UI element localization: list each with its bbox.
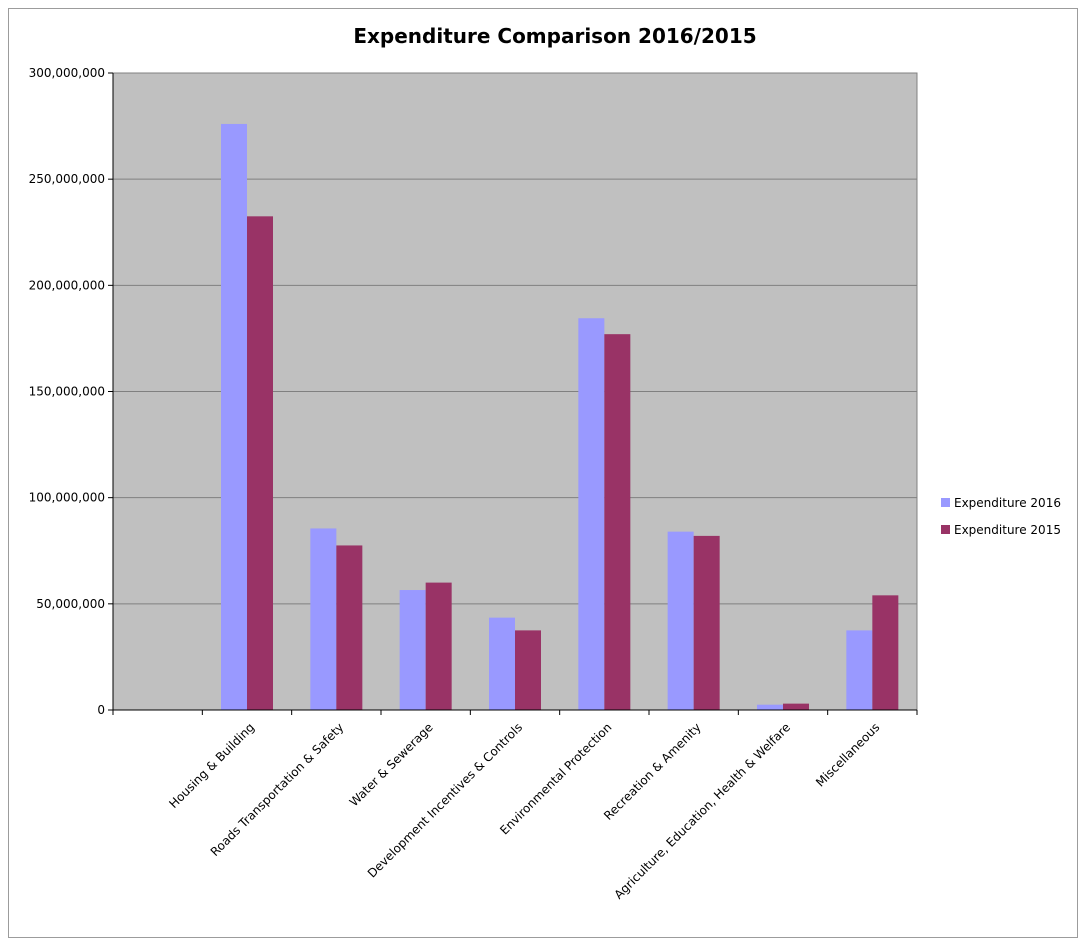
bar-2016 <box>221 123 247 710</box>
x-tick-label: Miscellaneous <box>813 720 882 789</box>
bar-2016 <box>310 528 337 710</box>
bar-2016 <box>489 617 515 710</box>
bar-2015 <box>693 535 720 710</box>
bar-2015 <box>783 703 809 710</box>
x-tick-label: Agriculture, Education, Health & Welfare <box>611 720 793 902</box>
bar-2016 <box>757 704 783 710</box>
bar-2016 <box>667 531 694 710</box>
x-tick-label: Water & Sewerage <box>347 720 436 809</box>
legend-label: Expenditure 2015 <box>954 523 1061 537</box>
x-tick-label: Development Incentives & Controls <box>365 720 525 880</box>
bar-2015 <box>872 595 899 710</box>
y-tick-label: 300,000,000 <box>29 66 105 80</box>
bar-2015 <box>515 630 541 710</box>
y-axis-ticks: 0 50,000,000 100,000,000 150,000,000 200,000… <box>29 66 113 717</box>
chart-title: Expenditure Comparison 2016/2015 <box>353 24 756 48</box>
y-tick-label: 150,000,000 <box>29 385 105 399</box>
legend-swatch <box>941 498 950 507</box>
y-tick-label: 0 <box>97 703 105 717</box>
legend: Expenditure 2016 Expenditure 2015 <box>941 496 1061 537</box>
x-tick-label: Recreation & Amenity <box>601 720 704 823</box>
bar-2015 <box>425 582 452 710</box>
y-tick-label: 200,000,000 <box>29 278 105 292</box>
y-tick-label: 50,000,000 <box>36 597 105 611</box>
y-tick-label: 100,000,000 <box>29 491 105 505</box>
x-tick-label: Housing & Building <box>166 720 257 811</box>
bar-2015 <box>604 334 631 710</box>
bar-2016 <box>399 590 426 710</box>
bar-2015 <box>336 545 363 710</box>
legend-swatch <box>941 525 950 534</box>
bars-group <box>221 123 899 710</box>
y-tick-label: 250,000,000 <box>29 172 105 186</box>
bar-2016 <box>846 630 873 710</box>
legend-label: Expenditure 2016 <box>954 496 1061 510</box>
bar-2016 <box>578 318 605 710</box>
bar-2015 <box>247 216 273 710</box>
